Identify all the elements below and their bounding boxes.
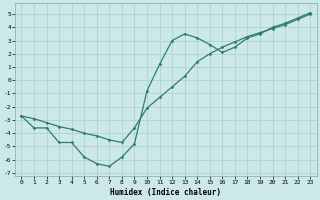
X-axis label: Humidex (Indice chaleur): Humidex (Indice chaleur) xyxy=(110,188,221,197)
